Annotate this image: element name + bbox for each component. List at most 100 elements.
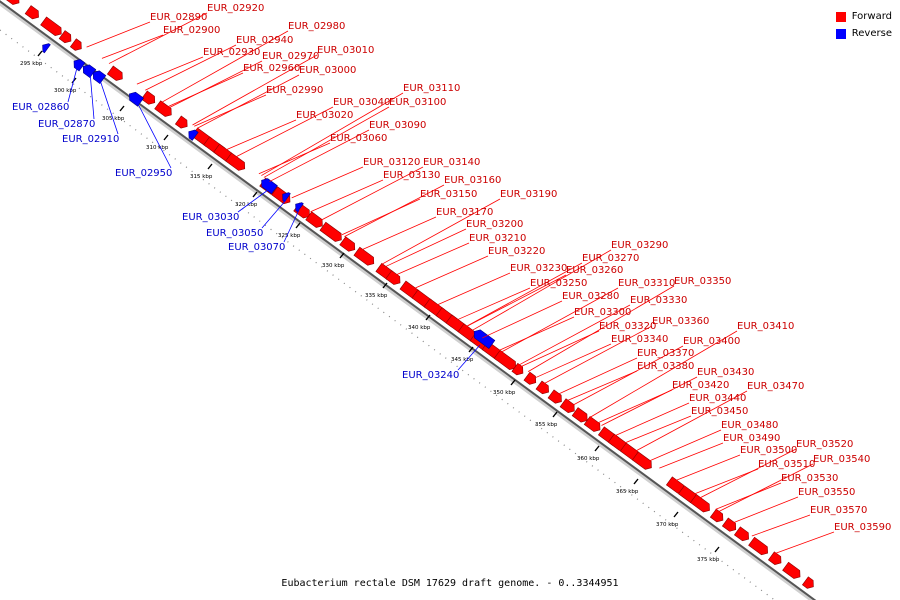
forward-gene-label: EUR_03360 <box>652 316 709 327</box>
tick-mark <box>382 282 388 289</box>
tick-mark <box>594 445 600 452</box>
forward-gene-label: EUR_03110 <box>403 83 460 94</box>
forward-leader-line <box>269 129 370 182</box>
forward-gene-arrow <box>767 551 782 565</box>
forward-leader-line <box>501 287 619 353</box>
forward-gene-arrow <box>721 517 737 532</box>
tick-mark <box>252 191 258 198</box>
tick-mark <box>510 379 516 386</box>
reverse-leader-line <box>261 199 287 229</box>
forward-gene-label: EUR_03470 <box>747 381 804 392</box>
forward-gene-arrow <box>319 221 342 242</box>
forward-gene-label: EUR_03440 <box>689 393 746 404</box>
forward-gene-label: EUR_03400 <box>683 336 740 347</box>
reverse-leader-line <box>89 71 95 120</box>
forward-gene-label: EUR_03520 <box>796 439 853 450</box>
tick-label: 345 kbp <box>451 357 474 363</box>
legend: Forward Reverse <box>835 8 892 42</box>
forward-gene-label: EUR_02900 <box>163 25 220 36</box>
forward-gene-arrow <box>493 349 517 370</box>
forward-leader-line <box>544 325 653 384</box>
forward-gene-arrow <box>709 508 724 523</box>
forward-gene-arrow <box>733 526 749 542</box>
legend-reverse[interactable]: Reverse <box>835 25 892 42</box>
forward-gene-label: EUR_03090 <box>369 120 426 131</box>
forward-gene-arrow <box>106 65 123 81</box>
forward-leader-line <box>86 21 151 48</box>
forward-leader-line <box>226 119 297 151</box>
forward-gene-label: EUR_03300 <box>574 307 631 318</box>
forward-gene-label: EUR_03540 <box>813 454 870 465</box>
tick-label: 295 kbp <box>20 61 43 67</box>
reverse-gene-label: EUR_02870 <box>38 119 95 130</box>
forward-leader-line <box>590 330 738 418</box>
tick-mark <box>163 134 169 141</box>
tick-mark <box>468 346 474 353</box>
tick-label: 300 kbp <box>54 88 77 94</box>
tick-label: 375 kbp <box>697 557 720 563</box>
forward-leader-line <box>136 56 204 85</box>
forward-gene-label: EUR_03130 <box>383 170 440 181</box>
reverse-gene-label: EUR_03240 <box>402 370 459 381</box>
forward-gene-arrow <box>353 246 375 266</box>
scale-line <box>0 29 776 600</box>
forward-leader-line <box>573 345 684 406</box>
reverse-gene-label: EUR_03070 <box>228 242 285 253</box>
tick-label: 305 kbp <box>102 116 125 122</box>
forward-gene-arrow <box>69 38 82 51</box>
legend-forward[interactable]: Forward <box>835 8 892 25</box>
tick-label: 355 kbp <box>535 422 558 428</box>
reverse-leader-line <box>237 189 269 213</box>
forward-gene-label: EUR_02990 <box>266 85 323 96</box>
tick-label: 335 kbp <box>365 293 388 299</box>
forward-gene-arrow <box>782 561 801 579</box>
forward-gene-label: EUR_03340 <box>611 334 668 345</box>
forward-leader-line <box>341 198 421 236</box>
forward-gene-label: EUR_03120 <box>363 157 420 168</box>
forward-gene-arrow <box>305 211 323 228</box>
forward-gene-label: EUR_03480 <box>721 420 778 431</box>
forward-leader-line <box>196 74 300 129</box>
reverse-leader-line <box>99 79 119 135</box>
forward-leader-line <box>396 242 470 276</box>
forward-leader-line <box>624 415 692 444</box>
reverse-gene-arrow <box>42 43 51 54</box>
reverse-gene-label: EUR_03030 <box>182 212 239 223</box>
forward-leader-line <box>466 262 583 327</box>
forward-gene-arrow <box>547 389 562 404</box>
forward-gene-label: EUR_03330 <box>630 295 687 306</box>
forward-gene-label: EUR_03590 <box>834 522 891 533</box>
tick-mark <box>119 105 125 112</box>
forward-gene-label: EUR_03530 <box>781 473 838 484</box>
forward-gene-label: EUR_02920 <box>207 3 264 14</box>
tick-label: 370 kbp <box>656 522 679 528</box>
forward-leader-line <box>437 272 511 306</box>
tick-label: 315 kbp <box>190 174 213 180</box>
forward-leader-line <box>597 389 673 424</box>
reverse-leader-line <box>67 63 79 103</box>
tick-mark <box>207 163 213 170</box>
forward-gene-label: EUR_03150 <box>420 189 477 200</box>
tick-label: 360 kbp <box>577 456 600 462</box>
forward-leader-line <box>167 72 244 108</box>
forward-gene-label: EUR_03320 <box>599 321 656 332</box>
forward-gene-label: EUR_03570 <box>810 505 867 516</box>
forward-leader-line <box>192 54 318 126</box>
forward-gene-label: EUR_03260 <box>566 265 623 276</box>
forward-leader-line <box>694 468 759 495</box>
forward-leader-line <box>471 249 612 331</box>
tick-label: 325 kbp <box>278 233 301 239</box>
tick-mark <box>552 411 558 418</box>
reverse-gene-label: EUR_02860 <box>12 102 69 113</box>
tick-mark <box>425 314 431 321</box>
tick-mark <box>295 222 301 229</box>
tick-mark <box>633 478 639 485</box>
forward-gene-label: EUR_03010 <box>317 45 374 56</box>
legend-forward-label: Forward <box>851 11 892 22</box>
forward-leader-line <box>385 228 467 268</box>
forward-gene-label: EUR_02940 <box>236 35 293 46</box>
forward-gene-label: EUR_03290 <box>611 240 668 251</box>
forward-leader-line <box>649 429 722 462</box>
forward-gene-label: EUR_03220 <box>488 246 545 257</box>
forward-gene-arrow <box>174 115 188 129</box>
